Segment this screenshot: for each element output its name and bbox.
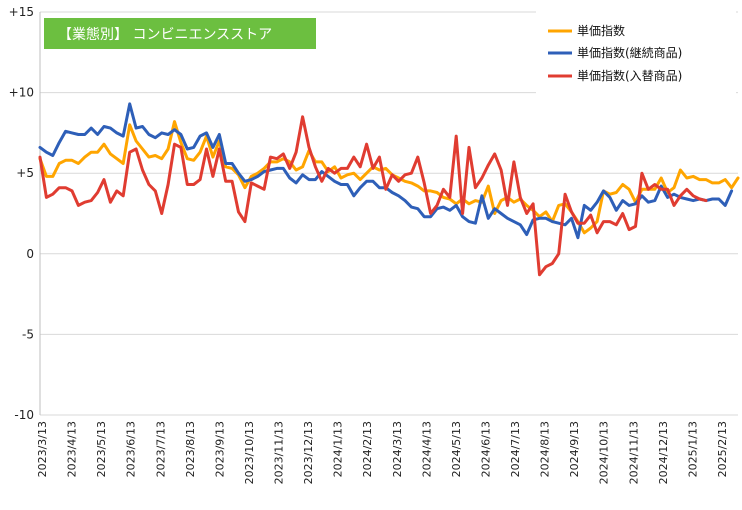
x-tick-label: 2025/1/13 [686, 421, 699, 477]
x-tick-label: 2024/4/13 [420, 421, 433, 477]
x-tick-label: 2023/11/13 [273, 421, 286, 484]
x-tick-label: 2024/8/13 [539, 421, 552, 477]
series-lines [38, 102, 740, 277]
title-badge: 【業態別】 コンビニエンスストア [44, 18, 316, 49]
y-tick-label: -10 [14, 408, 34, 422]
y-tick-label: +15 [9, 5, 34, 19]
x-tick-label: 2024/3/13 [391, 421, 404, 477]
x-tick-label: 2023/12/13 [302, 421, 315, 484]
x-tick-label: 2023/5/13 [95, 421, 108, 477]
title-badge-background [44, 18, 316, 49]
x-tick-label: 2024/11/13 [627, 421, 640, 484]
x-tick-label: 2023/6/13 [125, 421, 138, 477]
y-tick-label: 0 [26, 247, 34, 261]
x-tick-label: 2025/2/13 [716, 421, 729, 477]
x-tick-label: 2023/8/13 [184, 421, 197, 477]
y-tick-label: -5 [22, 327, 34, 341]
x-tick-label: 2024/10/13 [598, 421, 611, 484]
x-tick-label: 2023/4/13 [66, 421, 79, 477]
legend: 単価指数 単価指数(継続商品) 単価指数(入替商品) [536, 10, 736, 94]
legend-label-continuing: 単価指数(継続商品) [577, 45, 682, 60]
gridlines [40, 11, 738, 416]
y-axis: -10 -5 0 +5 +10 +15 [9, 5, 41, 422]
x-tick-label: 2023/10/13 [243, 421, 256, 484]
series-line-0 [38, 120, 740, 235]
x-tick-label: 2023/9/13 [213, 421, 226, 477]
title-badge-text: 【業態別】 コンビニエンスストア [58, 27, 272, 43]
x-tick-label: 2024/2/13 [361, 421, 374, 477]
y-tick-label: +5 [16, 166, 34, 180]
x-tick-label: 2024/1/13 [332, 421, 345, 477]
y-tick-label: +10 [9, 86, 34, 100]
x-axis: 2023/3/13 2023/4/13 2023/5/13 2023/6/13 2023… [36, 421, 729, 484]
legend-label-unit-price: 単価指数 [577, 23, 625, 38]
legend-label-replacement: 単価指数(入替商品) [577, 68, 682, 83]
x-tick-label: 2024/5/13 [450, 421, 463, 477]
x-tick-label: 2024/9/13 [568, 421, 581, 477]
x-tick-label: 2024/7/13 [509, 421, 522, 477]
x-tick-label: 2023/3/13 [36, 421, 49, 477]
x-tick-label: 2023/7/13 [154, 421, 167, 477]
x-tick-label: 2024/12/13 [657, 421, 670, 484]
series-line-2 [38, 115, 708, 277]
x-tick-label: 2024/6/13 [479, 421, 492, 477]
